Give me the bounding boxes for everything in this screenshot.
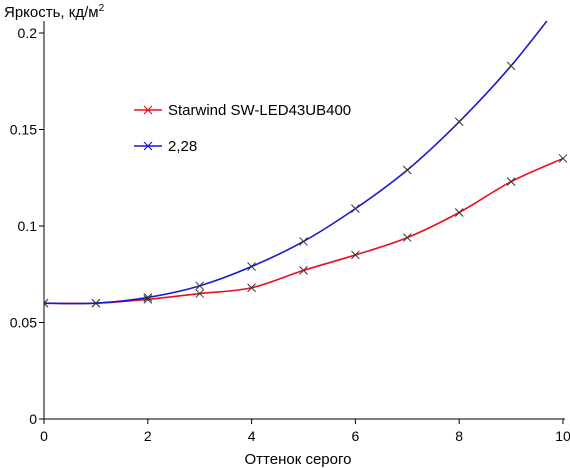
data-point-marker xyxy=(558,154,567,163)
ticks: 0 2 4 6 8 10 0 0.05 0.1 0.15 0.2 xyxy=(10,25,570,444)
y-axis-title: Яркость, кд/м2 xyxy=(4,3,105,21)
plot-area xyxy=(44,0,567,308)
data-point-marker xyxy=(143,293,153,302)
x-axis-title: Оттенок серого xyxy=(245,451,352,468)
data-point-marker xyxy=(247,262,256,271)
data-point-marker xyxy=(299,237,308,246)
legend: Starwind SW-LED43UB400 2,28 xyxy=(134,102,351,155)
legend-label-1: 2,28 xyxy=(168,138,197,155)
x-tick-label: 4 xyxy=(248,428,256,444)
y-axis-title-superscript: 2 xyxy=(99,3,105,14)
data-point-marker xyxy=(247,283,256,293)
x-tick-label: 6 xyxy=(352,428,360,444)
data-point-marker xyxy=(454,117,464,127)
x-tick-label: 8 xyxy=(455,428,463,444)
y-tick-label: 0.2 xyxy=(18,25,38,41)
data-point-marker xyxy=(506,177,516,186)
series-line-0 xyxy=(44,157,564,305)
data-point-marker xyxy=(44,298,49,308)
x-tick-label: 0 xyxy=(40,428,48,444)
series-line-1 xyxy=(44,21,548,305)
data-point-marker xyxy=(351,204,360,213)
x-tick-label: 2 xyxy=(144,428,152,444)
y-tick-label: 0 xyxy=(29,411,37,427)
data-point-marker xyxy=(195,289,205,298)
data-point-marker xyxy=(559,0,567,4)
data-point-marker xyxy=(91,298,101,308)
data-point-marker xyxy=(506,61,516,71)
y-tick-label: 0.1 xyxy=(18,218,38,234)
legend-label-0: Starwind SW-LED43UB400 xyxy=(168,102,351,119)
y-axis-title-text: Яркость, кд/м xyxy=(4,4,99,21)
data-point-marker xyxy=(402,165,412,175)
legend-marker-0 xyxy=(143,105,153,115)
data-point-marker xyxy=(351,250,360,260)
series-area xyxy=(44,0,567,308)
data-point-marker xyxy=(454,208,464,217)
y-tick-label: 0.15 xyxy=(10,122,37,138)
data-point-marker xyxy=(299,266,308,275)
legend-marker-1 xyxy=(143,141,153,151)
axes xyxy=(43,21,565,420)
x-tick-label: 10 xyxy=(555,428,570,444)
data-point-marker xyxy=(195,281,205,291)
y-tick-label: 0.05 xyxy=(10,315,37,331)
data-point-marker xyxy=(402,233,412,242)
